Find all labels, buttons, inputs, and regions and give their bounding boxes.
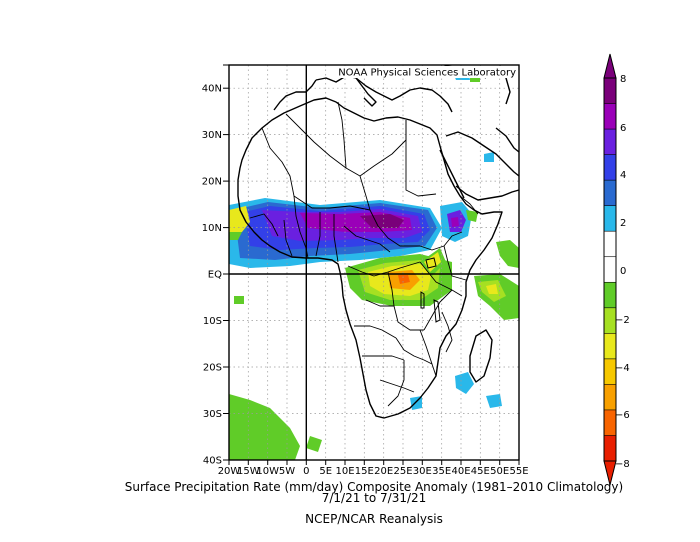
iberia-coast xyxy=(273,79,317,111)
y-axis: 40N 30N 20N 10N EQ 10S 20S 30S 40S xyxy=(202,64,229,467)
x-tick-label: 0 xyxy=(303,466,309,477)
y-tick-label: 40N xyxy=(202,84,222,95)
atlantic-green-patch xyxy=(234,296,244,304)
x-tick-label: 50E xyxy=(490,466,509,477)
x-tick-label: 40E xyxy=(451,466,470,477)
red-sea-coast xyxy=(439,149,465,199)
map-frame xyxy=(228,64,520,461)
colorbar-cell xyxy=(604,435,616,462)
colorbar-frame xyxy=(603,77,617,462)
sahel-green-edge xyxy=(229,232,242,240)
colorbar-cell xyxy=(604,78,616,104)
x-tick-label: 5E xyxy=(319,466,332,477)
colorbar-cell xyxy=(604,154,616,181)
ethiopia-green xyxy=(466,210,478,222)
caption-title: Surface Precipitation Rate (mm/day) Comp… xyxy=(125,480,623,494)
colorbar-cell xyxy=(604,282,616,309)
colorbar-tick-label: −4 xyxy=(615,363,630,374)
x-tick-label: 10W xyxy=(256,466,279,477)
colorbar-cell xyxy=(604,231,616,258)
x-tick-label: 15W xyxy=(237,466,260,477)
y-tick-label: 40S xyxy=(203,456,222,467)
southwest-atlantic-green-2 xyxy=(306,436,322,452)
colorbar-cell xyxy=(604,409,616,436)
colorbar-cell xyxy=(604,129,616,155)
x-tick-label: 45E xyxy=(471,466,490,477)
colorbar-top-arrow xyxy=(603,53,617,79)
y-tick-label: 30N xyxy=(202,130,222,141)
horn-green xyxy=(496,240,519,268)
x-tick-label: 25E xyxy=(393,466,412,477)
colorbar-cell xyxy=(604,256,616,283)
x-tick-label: 30E xyxy=(413,466,432,477)
north-africa-blue xyxy=(484,152,494,162)
europe-coast xyxy=(315,75,453,113)
x-tick-label: 10E xyxy=(335,466,354,477)
italy xyxy=(355,77,377,107)
sahel-magenta xyxy=(360,214,404,228)
east-coast-yellow xyxy=(486,284,498,294)
colorbar: 8 6 4 2 0 −2 −4 −6 −8 xyxy=(603,53,630,486)
y-tick-label: 10N xyxy=(202,223,222,234)
southwest-atlantic-green xyxy=(229,394,300,460)
south-ocean-blue xyxy=(486,394,502,408)
africa-coastline xyxy=(237,97,503,419)
map-panel: NOAA Physical Sciences Laboratory xyxy=(228,64,520,461)
caption-source: NCEP/NCAR Reanalysis xyxy=(305,512,443,526)
y-tick-label: 20S xyxy=(203,363,222,374)
ethiopia-purple xyxy=(451,217,459,227)
congo-orange xyxy=(398,275,410,284)
y-tick-label: 30S xyxy=(203,409,222,420)
y-tick-label: 10S xyxy=(203,316,222,327)
y-tick-label: 20N xyxy=(202,177,222,188)
sahel-yellow-core xyxy=(229,206,250,232)
colorbar-cell xyxy=(604,384,616,411)
credit-text: NOAA Physical Sciences Laboratory xyxy=(338,68,516,79)
colorbar-cell xyxy=(604,180,616,206)
colorbar-tick-label: 6 xyxy=(620,123,626,134)
x-tick-label: 20W xyxy=(218,466,241,477)
caption-date-range: 7/1/21 to 7/31/21 xyxy=(322,491,427,505)
colorbar-tick-label: −6 xyxy=(615,410,630,421)
east-madagascar-blue xyxy=(455,372,474,394)
madagascar xyxy=(469,329,493,383)
x-tick-label: 5W xyxy=(279,466,295,477)
x-tick-label: 20E xyxy=(374,466,393,477)
colorbar-tick-label: 0 xyxy=(620,266,626,277)
colorbar-tick-label: −8 xyxy=(615,459,630,470)
colorbar-tick-label: 4 xyxy=(620,170,626,181)
colorbar-cell xyxy=(604,307,616,334)
colorbar-tick-label: −2 xyxy=(615,315,630,326)
lakes xyxy=(420,257,441,323)
arabian-peninsula xyxy=(445,131,520,201)
x-axis: 20W 15W 10W 5W 0 5E 10E 15E 20E 25E 30E … xyxy=(218,460,529,477)
x-tick-label: 35E xyxy=(432,466,451,477)
x-tick-label: 55E xyxy=(509,466,528,477)
colorbar-cell xyxy=(604,103,616,130)
coastlines xyxy=(237,65,520,419)
colorbar-tick-label: 2 xyxy=(620,218,626,229)
x-tick-label: 15E xyxy=(355,466,374,477)
colorbar-cells xyxy=(604,78,616,462)
colorbar-cell xyxy=(604,205,616,232)
colorbar-tick-label: 8 xyxy=(620,74,626,85)
credit-box xyxy=(332,66,518,78)
y-tick-label: EQ xyxy=(208,270,222,281)
colorbar-cell xyxy=(604,333,616,360)
colorbar-cell xyxy=(604,358,616,385)
persian-gulf xyxy=(495,127,520,153)
